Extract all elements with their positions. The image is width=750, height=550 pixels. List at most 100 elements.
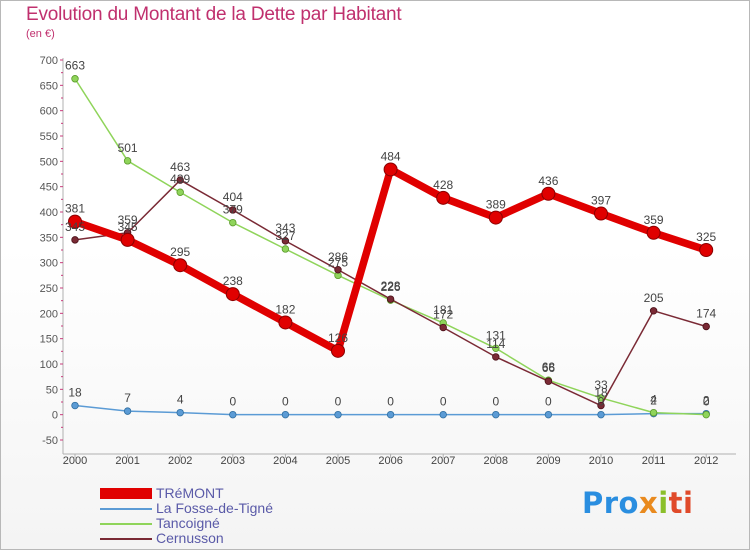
data-label: 0: [703, 395, 710, 409]
data-label: 359: [118, 213, 138, 227]
data-point-la-fosse-de-tigne: [229, 410, 237, 419]
data-point-la-fosse-de-tigne: [386, 410, 395, 419]
legend-swatch-cernusson: [100, 531, 152, 546]
data-label: 436: [538, 174, 558, 188]
x-tick-label: 2008: [484, 455, 508, 467]
legend-item-tremont: TRéMONT: [100, 485, 320, 501]
x-tick-label: 2010: [589, 455, 613, 467]
x-tick-label: 2011: [642, 455, 666, 467]
data-label: 379: [223, 203, 243, 217]
data-point-cernusson: [281, 237, 290, 245]
data-point-tancoigne: [649, 408, 658, 417]
x-tick-label: 2012: [694, 455, 718, 467]
data-label: 66: [542, 361, 556, 375]
data-point-tremont: [488, 210, 503, 225]
data-label: 181: [433, 303, 453, 317]
data-point-tancoigne: [176, 188, 184, 196]
x-tick-label: 2009: [536, 455, 560, 467]
data-label: 18: [68, 386, 82, 400]
data-point-tremont: [68, 214, 82, 229]
y-tick-label: 0: [52, 410, 58, 422]
data-label: 2: [650, 394, 657, 408]
data-point-tremont: [436, 190, 451, 205]
legend-item-tancoigne: Tancoigné: [100, 515, 320, 531]
y-tick-label: 350: [40, 232, 58, 244]
data-label: 7: [124, 391, 131, 405]
data-point-la-fosse-de-tigne: [176, 408, 184, 417]
data-point-cernusson: [597, 401, 605, 410]
data-label: 0: [282, 395, 289, 409]
y-tick-label: -50: [42, 435, 58, 447]
data-label: 238: [223, 274, 243, 288]
data-label: 68: [542, 360, 556, 374]
y-tick-label: 700: [40, 55, 58, 67]
series-line-tremont: [71, 165, 710, 355]
data-label: 131: [486, 328, 506, 342]
legend-item-cernusson: Cernusson: [100, 530, 320, 546]
data-label: 18: [594, 386, 608, 400]
data-point-tremont: [225, 287, 240, 302]
data-label: 286: [328, 250, 348, 264]
data-point-la-fosse-de-tigne: [544, 410, 553, 419]
legend-label-tremont: TRéMONT: [156, 485, 224, 501]
data-label: 0: [440, 395, 447, 409]
data-label: 0: [545, 395, 552, 409]
data-label: 663: [65, 59, 85, 73]
data-point-tremont: [699, 243, 714, 257]
data-point-la-fosse-de-tigne: [597, 410, 605, 419]
legend-swatch-la-fosse-de-tigne: [100, 501, 152, 516]
data-label: 4: [177, 393, 184, 407]
data-point-tancoigne: [597, 394, 605, 402]
data-label: 389: [486, 198, 506, 212]
data-label: 0: [335, 395, 342, 409]
y-tick-label: 50: [46, 384, 58, 396]
data-label: 463: [170, 160, 190, 174]
y-tick-label: 500: [40, 156, 58, 168]
proxiti-logo: Proxiti: [582, 486, 694, 520]
data-label: 182: [275, 302, 295, 316]
data-label: 4: [650, 393, 657, 407]
data-label: 172: [433, 308, 453, 322]
y-tick-label: 550: [40, 131, 58, 143]
data-point-cernusson: [386, 295, 395, 303]
x-tick-label: 2004: [273, 455, 297, 467]
data-point-tancoigne: [492, 344, 500, 352]
data-point-tremont: [383, 162, 398, 177]
data-label: 174: [696, 307, 716, 321]
data-label: 345: [65, 220, 85, 234]
data-point-tremont: [173, 258, 188, 273]
chart-unit-label: (en €): [26, 28, 55, 40]
y-tick-label: 250: [40, 283, 58, 295]
legend-label-cernusson: Cernusson: [156, 530, 224, 546]
x-tick-label: 2006: [378, 455, 402, 467]
data-point-la-fosse-de-tigne: [281, 410, 290, 419]
legend-item-la-fosse-de-tigne: La Fosse-de-Tigné: [100, 500, 320, 516]
data-label: 228: [381, 279, 401, 293]
y-tick-label: 200: [40, 308, 58, 320]
y-tick-label: 400: [40, 207, 58, 219]
y-tick-label: 600: [40, 106, 58, 118]
x-tick-label: 2002: [168, 455, 192, 467]
data-point-cernusson: [176, 176, 184, 184]
data-label: 0: [229, 395, 236, 409]
x-tick-label: 2001: [115, 455, 139, 467]
data-point-tancoigne: [71, 75, 79, 83]
data-point-cernusson: [649, 307, 658, 315]
data-point-cernusson: [439, 323, 447, 332]
data-label: 343: [275, 221, 295, 235]
data-point-cernusson: [71, 236, 79, 244]
data-point-tancoigne: [229, 218, 237, 227]
data-label: 205: [644, 291, 664, 305]
data-label: 404: [223, 190, 243, 204]
legend-label-tancoigne: Tancoigné: [156, 515, 220, 531]
data-point-cernusson: [544, 377, 553, 385]
data-point-la-fosse-de-tigne: [492, 410, 500, 419]
y-tick-label: 450: [40, 182, 58, 194]
data-label: 0: [492, 395, 499, 409]
data-point-tremont: [120, 232, 135, 247]
x-tick-label: 2003: [221, 455, 245, 467]
data-label: 2: [703, 394, 710, 408]
data-label: 126: [328, 331, 348, 345]
y-tick-label: 650: [40, 80, 58, 92]
